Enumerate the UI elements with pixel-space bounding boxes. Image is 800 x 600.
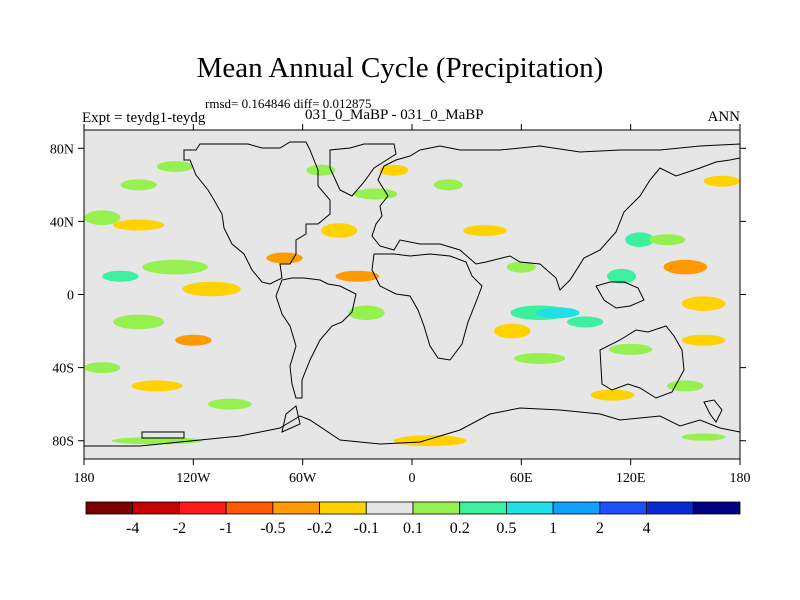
- anomaly-blob: [335, 270, 380, 282]
- anomaly-blob: [131, 380, 183, 392]
- new-zealand-outline: [703, 399, 723, 423]
- case-label: 031_0_MaBP - 031_0_MaBP: [305, 107, 484, 123]
- precip-anomaly-layer: [84, 161, 740, 447]
- colorbar-swatch: [692, 501, 741, 515]
- colorbar-swatch: [132, 501, 180, 515]
- colorbar-swatch: [412, 501, 461, 515]
- anomaly-blob: [142, 259, 208, 275]
- experiment-label: Expt = teydg1-teydg: [82, 110, 206, 126]
- anomaly-blob: [84, 210, 121, 226]
- anomaly-blob: [681, 296, 726, 311]
- anomaly-blob: [703, 175, 740, 187]
- colorbar-swatch: [85, 501, 134, 515]
- anomaly-blob: [667, 380, 704, 392]
- anomaly-blob: [393, 435, 467, 447]
- lon-tick-label: 180: [74, 471, 95, 486]
- lon-tick-label: 120W: [176, 471, 211, 486]
- anomaly-blob: [566, 316, 604, 328]
- anomaly-blob: [266, 252, 303, 264]
- anomaly-blob: [348, 305, 385, 321]
- eurasia-outline: [371, 143, 740, 291]
- australia-outline: [599, 325, 685, 399]
- stats-text: rmsd= 0.164846 diff= 0.012875: [205, 96, 372, 111]
- anomaly-blob: [379, 164, 409, 176]
- colorbar-swatch: [365, 501, 414, 515]
- anomaly-blob: [590, 389, 635, 401]
- lon-tick-label: 60W: [289, 471, 317, 486]
- latitude-axis: 80N 40N 0 40S 80S: [50, 142, 746, 450]
- colorbar-label: -4: [126, 520, 139, 537]
- lon-tick-label: 60E: [510, 471, 533, 486]
- colorbar-swatch: [552, 501, 601, 515]
- ross-ice-box: [141, 431, 185, 439]
- lat-tick-label: 0: [67, 289, 74, 304]
- season-label: ANN: [707, 109, 741, 125]
- south-america-outline: [275, 277, 357, 399]
- greenland-outline: [329, 143, 397, 197]
- anomaly-blob: [463, 225, 507, 237]
- anomaly-blob: [207, 398, 252, 410]
- anomaly-blob: [514, 352, 566, 364]
- colorbar-swatch: [599, 501, 647, 515]
- anomaly-blob: [606, 268, 637, 284]
- anomaly-blob: [84, 362, 121, 374]
- anomaly-blob: [182, 281, 241, 297]
- anomaly-blob: [156, 161, 194, 173]
- north-america-outline: [183, 141, 331, 285]
- lon-tick-label: 120E: [616, 471, 646, 486]
- maritime-continent-outline: [595, 281, 645, 309]
- colorbar-label: 0.5: [496, 520, 516, 537]
- lat-tick-label: 80S: [52, 435, 74, 450]
- plot-title: Mean Annual Cycle (Precipitation): [196, 52, 604, 84]
- anomaly-blob: [681, 334, 726, 346]
- colorbar-swatch: [319, 501, 367, 515]
- anomaly-blob: [120, 179, 157, 191]
- africa-outline: [371, 253, 483, 361]
- anomaly-blob: [506, 261, 536, 273]
- anomaly-blob: [625, 232, 655, 247]
- lon-tick-label: 180: [730, 471, 751, 486]
- colorbar-label: -0.5: [260, 520, 285, 537]
- colorbar-label: 2: [596, 520, 604, 537]
- anomaly-blob: [608, 343, 653, 355]
- anomaly-blob: [433, 179, 464, 191]
- colorbar: -4 -2 -1 -0.5 -0.2 -0.1 0.1 0.2 0.5 1 2 4: [85, 501, 741, 537]
- anomaly-blob: [113, 314, 165, 330]
- antarctic-peninsula-outline: [281, 405, 301, 433]
- lat-tick-label: 40S: [52, 362, 74, 377]
- lon-tick-label: 0: [409, 471, 416, 486]
- colorbar-label: -0.1: [354, 520, 379, 537]
- longitude-axis: 180 120W 60W 0 60E 120E 180: [74, 124, 751, 486]
- coastlines: [84, 141, 740, 447]
- anomaly-blob: [648, 234, 686, 246]
- anomaly-blob: [113, 219, 165, 231]
- colorbar-label: -0.2: [307, 520, 332, 537]
- colorbar-label: 1: [549, 520, 557, 537]
- colorbar-swatch: [272, 501, 320, 515]
- anomaly-blob: [306, 164, 336, 176]
- lat-tick-label: 80N: [50, 142, 74, 157]
- anomaly-blob: [102, 270, 139, 282]
- colorbar-swatch: [459, 501, 507, 515]
- anomaly-blob: [663, 259, 708, 275]
- colorbar-swatch: [506, 501, 554, 515]
- anomaly-blob: [494, 323, 531, 339]
- colorbar-label: 4: [643, 520, 651, 537]
- colorbar-swatch: [225, 501, 274, 515]
- anomaly-blob: [320, 223, 358, 238]
- anomaly-blob: [111, 437, 203, 445]
- lat-tick-label: 40N: [50, 215, 74, 230]
- colorbar-label: 0.2: [450, 520, 470, 537]
- colorbar-swatch: [646, 501, 694, 515]
- anomaly-blob: [175, 334, 212, 346]
- anomaly-blob: [535, 307, 580, 319]
- anomaly-blob: [681, 433, 726, 441]
- colorbar-label: -2: [173, 520, 186, 537]
- colorbar-label: 0.1: [403, 520, 423, 537]
- antarctica-outline: [84, 407, 740, 447]
- colorbar-label: -1: [219, 520, 232, 537]
- colorbar-swatch: [179, 501, 227, 515]
- anomaly-blob: [353, 188, 398, 200]
